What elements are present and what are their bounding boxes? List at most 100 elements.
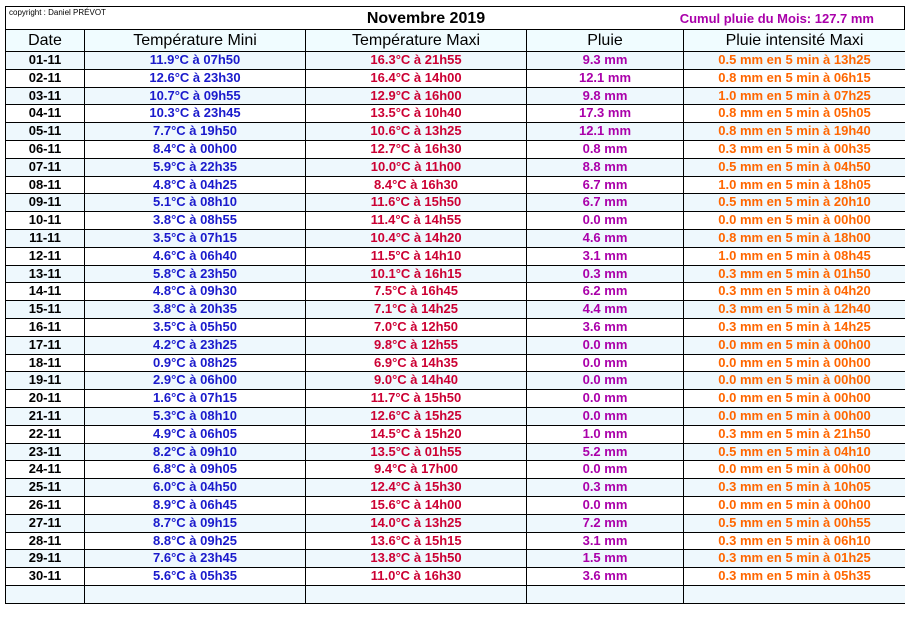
rain-intensity: 0.8 mm en 5 min à 18h00 (684, 229, 905, 247)
rain: 12.1 mm (527, 123, 683, 140)
rain-intensity: 1.0 mm en 5 min à 18h05 (684, 176, 905, 194)
date: 02-11 (6, 69, 84, 87)
rain-intensity: 0.0 mm en 5 min à 00h00 (684, 496, 905, 514)
temp-max: 12.4°C à 15h30 (306, 479, 526, 496)
temp-min: 3.8°C à 08h55 (85, 212, 305, 229)
rain-intensity: 0.8 mm en 5 min à 06h15 (684, 69, 905, 87)
temp-max: 9.8°C à 12h55 (306, 336, 526, 354)
rain-intensity: 0.3 mm en 5 min à 14h25 (684, 318, 905, 336)
temp-min: 7.7°C à 19h50 (85, 123, 305, 140)
rain: 3.1 mm (527, 247, 683, 265)
temp-min: 4.6°C à 06h40 (85, 247, 305, 265)
temp-max: 7.1°C à 14h25 (306, 301, 526, 318)
date: 07-11 (6, 158, 84, 176)
temp-min: 3.8°C à 20h35 (85, 301, 305, 318)
date: 15-11 (6, 301, 84, 318)
rain: 0.0 mm (527, 461, 683, 479)
rain: 4.6 mm (527, 229, 683, 247)
temp-max: 11.6°C à 15h50 (306, 194, 526, 212)
temp-min: 6.0°C à 04h50 (85, 479, 305, 496)
temp-min: 5.3°C à 08h10 (85, 407, 305, 425)
rain: 0.0 mm (527, 354, 683, 372)
rain-intensity: 0.3 mm en 5 min à 06h10 (684, 532, 905, 550)
column-header: Date (6, 30, 84, 51)
temp-min: 7.6°C à 23h45 (85, 550, 305, 568)
rain: 6.7 mm (527, 176, 683, 194)
temp-max: 15.6°C à 14h00 (306, 496, 526, 514)
rain-intensity: 0.3 mm en 5 min à 05h35 (684, 568, 905, 585)
temp-min: 8.4°C à 00h00 (85, 140, 305, 158)
temp-max: 10.1°C à 16h15 (306, 265, 526, 283)
rain-intensity: 0.0 mm en 5 min à 00h00 (684, 336, 905, 354)
temp-max: 13.5°C à 10h40 (306, 105, 526, 123)
date: 08-11 (6, 176, 84, 194)
temp-max: 9.0°C à 14h40 (306, 372, 526, 390)
rain-intensity: 0.0 mm en 5 min à 00h00 (684, 390, 905, 407)
temp-min: 12.6°C à 23h30 (85, 69, 305, 87)
empty-cell (684, 585, 905, 603)
copyright: copyright : Daniel PRÉVOT (9, 8, 106, 17)
rain: 6.7 mm (527, 194, 683, 212)
empty-cell (527, 585, 683, 603)
rain: 1.0 mm (527, 425, 683, 443)
rain-intensity: 0.8 mm en 5 min à 05h05 (684, 105, 905, 123)
temp-min: 10.3°C à 23h45 (85, 105, 305, 123)
temp-min: 8.7°C à 09h15 (85, 514, 305, 532)
rain: 0.0 mm (527, 372, 683, 390)
temp-max: 13.5°C à 01h55 (306, 443, 526, 461)
temp-min: 8.2°C à 09h10 (85, 443, 305, 461)
rain-intensity: 0.3 mm en 5 min à 10h05 (684, 479, 905, 496)
date: 27-11 (6, 514, 84, 532)
rain: 3.6 mm (527, 568, 683, 585)
temp-max: 14.0°C à 13h25 (306, 514, 526, 532)
date: 29-11 (6, 550, 84, 568)
temp-min: 0.9°C à 08h25 (85, 354, 305, 372)
rain-intensity: 0.3 mm en 5 min à 04h20 (684, 283, 905, 301)
temp-min: 6.8°C à 09h05 (85, 461, 305, 479)
date: 24-11 (6, 461, 84, 479)
rain-intensity: 0.0 mm en 5 min à 00h00 (684, 354, 905, 372)
rain: 0.3 mm (527, 265, 683, 283)
date: 14-11 (6, 283, 84, 301)
rain: 7.2 mm (527, 514, 683, 532)
date: 23-11 (6, 443, 84, 461)
temp-max: 14.5°C à 15h20 (306, 425, 526, 443)
rain-intensity: 0.3 mm en 5 min à 21h50 (684, 425, 905, 443)
temp-max: 11.4°C à 14h55 (306, 212, 526, 229)
temp-max: 10.4°C à 14h20 (306, 229, 526, 247)
rain: 3.6 mm (527, 318, 683, 336)
date: 28-11 (6, 532, 84, 550)
temp-min: 5.9°C à 22h35 (85, 158, 305, 176)
temp-min: 4.8°C à 09h30 (85, 283, 305, 301)
date: 17-11 (6, 336, 84, 354)
rain-intensity: 0.3 mm en 5 min à 12h40 (684, 301, 905, 318)
rain: 9.3 mm (527, 52, 683, 69)
temp-min: 11.9°C à 07h50 (85, 52, 305, 69)
rain: 1.5 mm (527, 550, 683, 568)
rain: 3.1 mm (527, 532, 683, 550)
rain-intensity: 0.5 mm en 5 min à 04h10 (684, 443, 905, 461)
temp-max: 12.9°C à 16h00 (306, 87, 526, 105)
temp-max: 10.6°C à 13h25 (306, 123, 526, 140)
date: 21-11 (6, 407, 84, 425)
temp-min: 4.2°C à 23h25 (85, 336, 305, 354)
temp-max: 11.5°C à 14h10 (306, 247, 526, 265)
title: Novembre 2019 (366, 10, 486, 27)
temp-max: 16.4°C à 14h00 (306, 69, 526, 87)
temp-max: 7.0°C à 12h50 (306, 318, 526, 336)
rain-total: Cumul pluie du Mois: 127.7 mm (679, 11, 874, 26)
temp-max: 9.4°C à 17h00 (306, 461, 526, 479)
rain-intensity: 0.3 mm en 5 min à 01h50 (684, 265, 905, 283)
date: 11-11 (6, 229, 84, 247)
rain: 17.3 mm (527, 105, 683, 123)
rain: 6.2 mm (527, 283, 683, 301)
temp-min: 10.7°C à 09h55 (85, 87, 305, 105)
date: 22-11 (6, 425, 84, 443)
temp-min: 5.8°C à 23h50 (85, 265, 305, 283)
date: 05-11 (6, 123, 84, 140)
rain: 8.8 mm (527, 158, 683, 176)
date: 04-11 (6, 105, 84, 123)
temp-min: 1.6°C à 07h15 (85, 390, 305, 407)
rain: 12.1 mm (527, 69, 683, 87)
temp-max: 13.8°C à 15h50 (306, 550, 526, 568)
